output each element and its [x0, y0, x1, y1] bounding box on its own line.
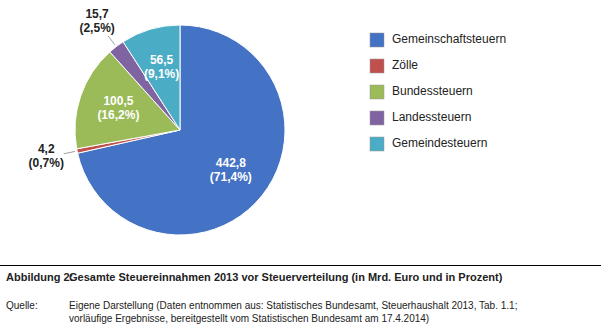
legend-swatch — [370, 59, 384, 73]
legend-swatch — [370, 85, 384, 99]
source: Eigene Darstellung (Daten entnommen aus:… — [69, 299, 517, 325]
data-label: 15,7 — [85, 7, 109, 21]
data-labels: 442,8(71,4%) 4,2(0,7%) 100,5(16,2%) 15,7(2,… — [29, 7, 252, 184]
slices — [75, 25, 285, 235]
percentage-label: (16,2%) — [97, 108, 139, 122]
data-label: 4,2 — [38, 142, 55, 156]
percentage-label: (2,5%) — [79, 21, 114, 35]
legend-label: Landessteuern — [392, 110, 471, 124]
legend-label: Gemeinschaftsteuern — [392, 32, 506, 46]
legend-swatch — [370, 137, 384, 151]
leader-line — [64, 151, 75, 153]
title-label: Abbildung 2: — [6, 271, 73, 283]
percentage-label: (71,4%) — [210, 170, 252, 184]
leader-line — [108, 36, 115, 45]
source-label: Quelle: — [6, 299, 38, 312]
percentage-label: (9,1%) — [144, 67, 179, 81]
legend-label: Bundessteuern — [392, 84, 473, 98]
legend-label: Zölle — [392, 58, 418, 72]
percentage-label: (0,7%) — [29, 156, 64, 170]
separator — [0, 265, 601, 266]
legend-label: Gemeindesteuern — [392, 136, 487, 150]
legend-swatch — [370, 111, 384, 125]
data-label: 442,8 — [216, 156, 246, 170]
legend-swatch — [370, 33, 384, 47]
legend: Gemeinschaftsteuern Zölle Bundessteuern Lan… — [370, 32, 506, 151]
data-label: 100,5 — [103, 94, 133, 108]
title: Gesamte Steuereinnahmen 2013 vor Steuerv… — [69, 271, 502, 283]
data-label: 56,5 — [150, 53, 174, 67]
